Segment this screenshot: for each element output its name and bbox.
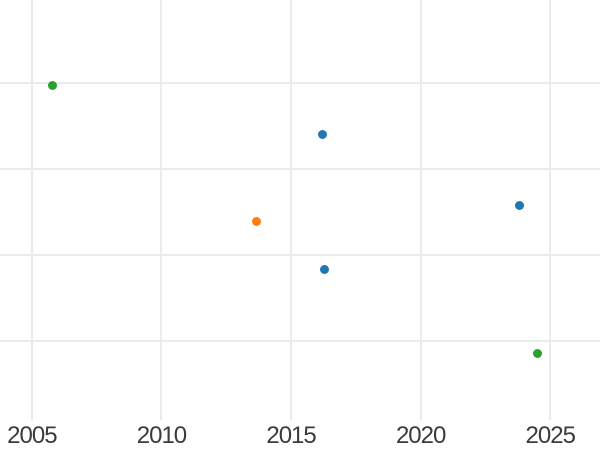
x-tick-label: 2010 — [136, 422, 187, 449]
gridline-vertical — [549, 0, 552, 420]
gridline-horizontal — [0, 254, 600, 257]
plot-area — [0, 0, 600, 420]
data-point-series-green — [48, 81, 58, 91]
x-tick-label: 2015 — [266, 422, 316, 449]
data-point-series-blue — [317, 130, 327, 140]
x-tick-label: 2005 — [7, 422, 57, 449]
gridline-horizontal — [0, 168, 600, 171]
gridline-horizontal — [0, 82, 600, 85]
x-tick-label: 2020 — [395, 422, 446, 449]
gridline-vertical — [160, 0, 163, 420]
data-point-series-green — [532, 348, 542, 358]
gridline-vertical — [30, 0, 33, 420]
gridline-vertical — [419, 0, 422, 420]
x-tick-label: 2025 — [525, 422, 576, 449]
x-axis: 2005 2010 2015 2020 2025 — [0, 420, 600, 450]
gridline-horizontal — [0, 339, 600, 342]
data-point-series-blue — [514, 200, 524, 210]
gridline-vertical — [290, 0, 293, 420]
data-point-series-blue — [320, 265, 330, 275]
data-point-series-orange — [251, 217, 261, 227]
